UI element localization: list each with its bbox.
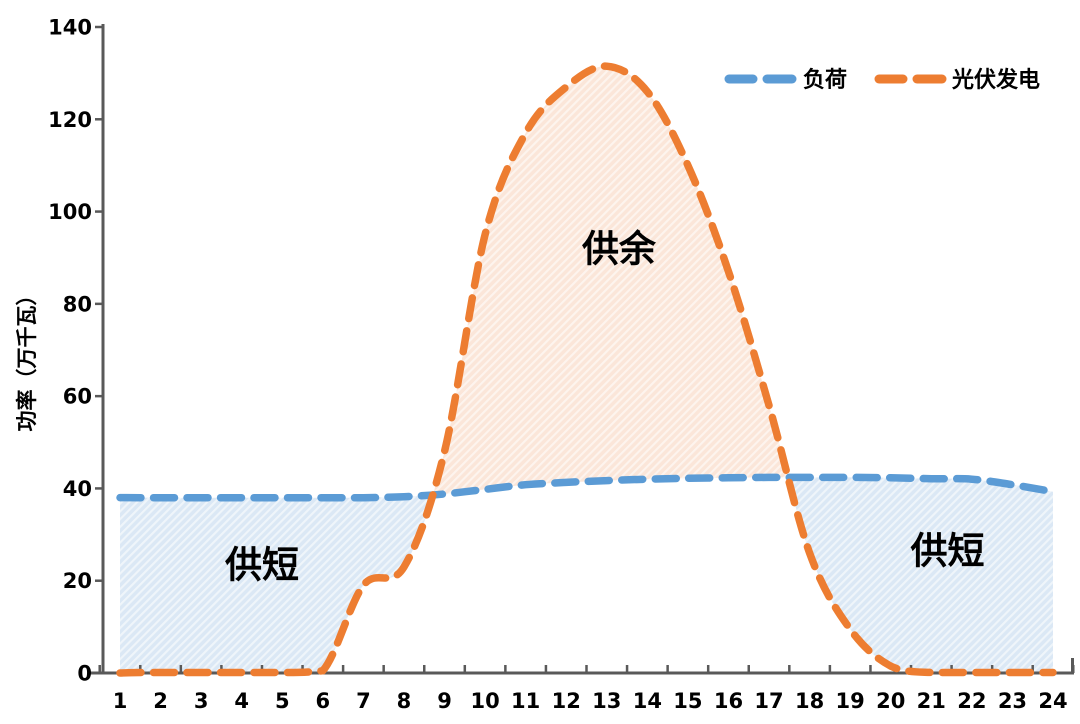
x-tick-label: 3 (194, 689, 209, 713)
legend-item-pv: 光伏发电 (874, 67, 1040, 93)
y-tick-label: 0 (77, 662, 92, 686)
x-tick-label: 19 (836, 689, 865, 713)
y-axis-title: 功率（万千瓦） (15, 285, 39, 432)
surplus-area (434, 66, 790, 495)
area-label-shortage: 供短 (911, 530, 985, 573)
x-tick-label: 16 (714, 689, 743, 713)
x-tick-label: 2 (153, 689, 168, 713)
legend-item-load: 负荷 (724, 68, 847, 93)
x-tick-label: 11 (511, 689, 540, 713)
chart-curves (116, 62, 1057, 677)
x-tick-label: 4 (234, 689, 249, 713)
x-tick-label: 9 (437, 689, 452, 713)
x-tick-label: 17 (754, 689, 783, 713)
pv-curve (116, 62, 1057, 677)
x-tick-label: 14 (633, 689, 662, 713)
legend-label: 光伏发电 (951, 67, 1040, 93)
x-tick-label: 8 (397, 689, 412, 713)
x-tick-label: 10 (470, 689, 499, 713)
legend-label: 负荷 (803, 68, 847, 93)
shortage-area (789, 477, 1053, 673)
x-tick-label: 12 (552, 689, 581, 713)
x-tick-label: 23 (998, 689, 1027, 713)
x-tick-label: 24 (1038, 689, 1067, 713)
x-tick-label: 5 (275, 689, 290, 713)
chart-legend: 负荷 光伏发电 (724, 67, 1040, 93)
load-curve (116, 473, 1057, 502)
x-tick-label: 21 (917, 689, 946, 713)
shortage-area (120, 489, 435, 673)
area-label-surplus: 供余 (582, 227, 657, 270)
y-tick-label: 100 (48, 200, 92, 224)
x-tick-label: 20 (876, 689, 905, 713)
y-tick-label: 60 (63, 385, 92, 409)
x-tick-label: 7 (356, 689, 371, 713)
x-tick-label: 22 (957, 689, 986, 713)
x-tick-label: 6 (316, 689, 331, 713)
y-tick-label: 20 (63, 569, 92, 593)
chart-areas (120, 66, 1053, 673)
x-tick-label: 1 (113, 689, 128, 713)
x-tick-label: 13 (592, 689, 621, 713)
y-tick-label: 140 (48, 16, 92, 40)
x-tick-label: 15 (673, 689, 702, 713)
y-tick-label: 120 (48, 108, 92, 132)
y-tick-label: 40 (63, 477, 92, 501)
area-label-shortage: 供短 (225, 544, 299, 587)
x-tick-label: 18 (795, 689, 824, 713)
y-tick-label: 80 (63, 292, 92, 316)
